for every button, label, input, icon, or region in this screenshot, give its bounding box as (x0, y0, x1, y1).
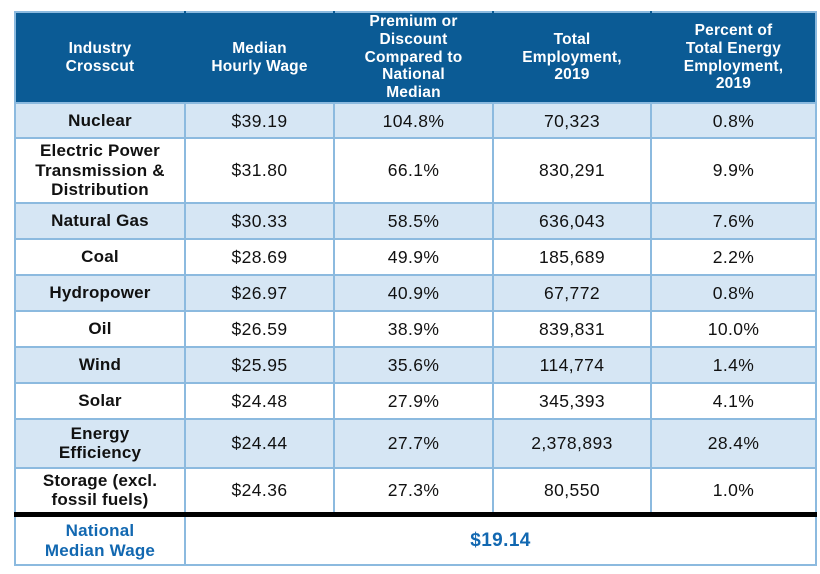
col-header-industry-crosscut: Industry Crosscut (14, 10, 186, 105)
employment-cell: 830,291 (492, 137, 652, 204)
industry-cell: Energy Efficiency (14, 417, 186, 469)
premium-cell: 66.1% (333, 137, 494, 204)
employment-cell: 185,689 (492, 237, 652, 276)
premium-cell: 40.9% (333, 273, 494, 312)
col-header-premium-discount: Premium or Discount Compared to National… (333, 10, 494, 105)
employment-cell: 80,550 (492, 466, 652, 516)
industry-cell: Wind (14, 345, 186, 384)
col-header-median-hourly-wage: Median Hourly Wage (184, 10, 335, 105)
table-row: Nuclear $39.19 104.8% 70,323 0.8% (14, 102, 817, 140)
industry-cell: Coal (14, 237, 186, 276)
energy-wage-table: Industry Crosscut Median Hourly Wage Pre… (14, 10, 817, 567)
table-row: Energy Efficiency $24.44 27.7% 2,378,893… (14, 417, 817, 469)
industry-cell: Oil (14, 309, 186, 348)
premium-cell: 35.6% (333, 345, 494, 384)
col-header-percent-energy-employment: Percent of Total Energy Employment, 2019 (650, 10, 817, 105)
industry-cell: Solar (14, 381, 186, 420)
wage-cell: $25.95 (184, 345, 335, 384)
premium-cell: 27.7% (333, 417, 494, 469)
wage-cell: $26.59 (184, 309, 335, 348)
wage-cell: $28.69 (184, 237, 335, 276)
industry-cell: Electric Power Transmission & Distributi… (14, 137, 186, 204)
wage-cell: $31.80 (184, 137, 335, 204)
share-cell: 7.6% (650, 201, 817, 240)
table-row: Natural Gas $30.33 58.5% 636,043 7.6% (14, 201, 817, 240)
premium-cell: 104.8% (333, 102, 494, 140)
table-row: Solar $24.48 27.9% 345,393 4.1% (14, 381, 817, 420)
table-row: Hydropower $26.97 40.9% 67,772 0.8% (14, 273, 817, 312)
share-cell: 10.0% (650, 309, 817, 348)
industry-cell: Natural Gas (14, 201, 186, 240)
national-median-row: National Median Wage $19.14 (14, 511, 817, 567)
wage-cell: $30.33 (184, 201, 335, 240)
employment-cell: 839,831 (492, 309, 652, 348)
employment-cell: 114,774 (492, 345, 652, 384)
wage-cell: $26.97 (184, 273, 335, 312)
employment-cell: 345,393 (492, 381, 652, 420)
table-row: Wind $25.95 35.6% 114,774 1.4% (14, 345, 817, 384)
share-cell: 2.2% (650, 237, 817, 276)
premium-cell: 27.3% (333, 466, 494, 516)
premium-cell: 49.9% (333, 237, 494, 276)
share-cell: 1.4% (650, 345, 817, 384)
premium-cell: 27.9% (333, 381, 494, 420)
col-header-total-employment: Total Employment, 2019 (492, 10, 652, 105)
employment-cell: 67,772 (492, 273, 652, 312)
employment-cell: 2,378,893 (492, 417, 652, 469)
table-row: Storage (excl. fossil fuels) $24.36 27.3… (14, 466, 817, 516)
table-row: Oil $26.59 38.9% 839,831 10.0% (14, 309, 817, 348)
industry-cell: Nuclear (14, 102, 186, 140)
wage-cell: $24.36 (184, 466, 335, 516)
share-cell: 28.4% (650, 417, 817, 469)
share-cell: 0.8% (650, 273, 817, 312)
table-row: Coal $28.69 49.9% 185,689 2.2% (14, 237, 817, 276)
industry-cell: Storage (excl. fossil fuels) (14, 466, 186, 516)
wage-cell: $24.48 (184, 381, 335, 420)
premium-cell: 58.5% (333, 201, 494, 240)
employment-cell: 70,323 (492, 102, 652, 140)
national-median-label: National Median Wage (14, 511, 186, 567)
share-cell: 9.9% (650, 137, 817, 204)
wage-cell: $24.44 (184, 417, 335, 469)
share-cell: 4.1% (650, 381, 817, 420)
premium-cell: 38.9% (333, 309, 494, 348)
share-cell: 1.0% (650, 466, 817, 516)
industry-cell: Hydropower (14, 273, 186, 312)
employment-cell: 636,043 (492, 201, 652, 240)
wage-cell: $39.19 (184, 102, 335, 140)
national-median-value: $19.14 (184, 511, 817, 567)
table-row: Electric Power Transmission & Distributi… (14, 137, 817, 204)
share-cell: 0.8% (650, 102, 817, 140)
header-row: Industry Crosscut Median Hourly Wage Pre… (14, 10, 817, 105)
